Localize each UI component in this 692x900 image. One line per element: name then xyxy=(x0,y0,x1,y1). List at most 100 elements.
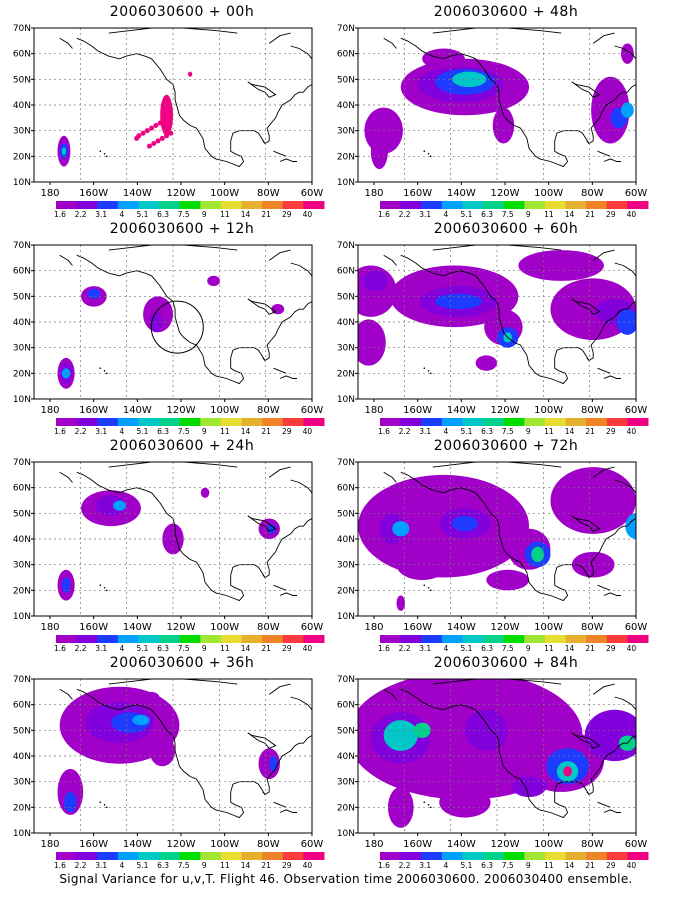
coastline xyxy=(247,515,277,532)
island xyxy=(105,589,108,592)
coastline xyxy=(383,471,397,483)
y-tick-label: 70N xyxy=(13,241,31,251)
flight-obs-point xyxy=(166,115,172,121)
y-tick-label: 10N xyxy=(13,395,31,405)
colorbar-swatch xyxy=(441,418,463,426)
colorbar-swatch xyxy=(200,852,222,860)
colorbar-swatch xyxy=(282,852,304,860)
y-tick-label: 20N xyxy=(13,369,31,379)
colorbar-label: 3.1 xyxy=(419,861,431,870)
x-tick-label: 100W xyxy=(210,405,239,416)
variance-contour xyxy=(358,319,386,366)
island xyxy=(103,369,106,372)
variance-contour xyxy=(57,768,84,816)
colorbar-swatch xyxy=(241,418,263,426)
colorbar-label: 21 xyxy=(585,427,595,436)
map-plot: 180 160W 140W 120W 100W 80W 60W 10N 20N 30N 40N 50N… xyxy=(337,24,649,219)
variance-contour xyxy=(396,595,406,611)
colorbar-swatch xyxy=(441,635,463,643)
colorbar-label: 7.5 xyxy=(178,861,190,870)
x-tick-label: 120W xyxy=(491,839,520,850)
variance-contour xyxy=(207,275,221,287)
colorbar-swatch xyxy=(303,201,325,209)
colorbar-label: 5.1 xyxy=(136,210,148,219)
colorbar-swatch xyxy=(421,201,443,209)
colorbar-label: 2.2 xyxy=(399,210,411,219)
coastline xyxy=(290,262,312,277)
y-tick-label: 40N xyxy=(13,101,31,111)
island xyxy=(427,152,430,155)
colorbar-swatch xyxy=(462,418,484,426)
y-tick-label: 50N xyxy=(337,509,355,519)
x-tick-label: 160W xyxy=(403,188,432,199)
variance-contour xyxy=(492,107,515,144)
y-tick-label: 30N xyxy=(337,344,355,354)
variance-contour xyxy=(621,43,634,64)
colorbar-swatch xyxy=(56,418,78,426)
y-tick-label: 70N xyxy=(337,675,355,685)
variance-contour xyxy=(113,500,126,511)
colorbar-label: 9 xyxy=(526,644,531,653)
variance-contour xyxy=(531,546,545,563)
colorbar-label: 5.1 xyxy=(136,644,148,653)
colorbar-swatch xyxy=(241,852,263,860)
colorbar-swatch xyxy=(565,201,587,209)
colorbar-swatch xyxy=(56,852,78,860)
colorbar-swatch xyxy=(220,201,243,209)
variance-contour xyxy=(392,521,410,537)
colorbar-label: 4 xyxy=(119,210,124,219)
variance-field xyxy=(57,679,312,819)
colorbar-swatch xyxy=(565,418,587,426)
coastline xyxy=(290,696,312,711)
colorbar-label: 11 xyxy=(220,644,230,653)
map-plot: 180 160W 140W 120W 100W 80W 60W 10N 20N 30N 40N 50N… xyxy=(13,24,325,219)
island xyxy=(103,803,106,806)
flight-obs-point xyxy=(151,141,157,146)
panel-84h: 2006030600 + 84h 180 160W 140W 120W 100W 80W 6… xyxy=(337,655,666,870)
y-tick-label: 50N xyxy=(13,509,31,519)
colorbar-swatch xyxy=(503,635,525,643)
x-tick-label: 120W xyxy=(167,622,196,633)
colorbar-label: 40 xyxy=(303,644,313,653)
colorbar-label: 6.3 xyxy=(157,210,169,219)
x-tick-label: 100W xyxy=(534,622,563,633)
colorbar-swatch xyxy=(262,418,284,426)
colorbar-label: 4 xyxy=(443,861,448,870)
colorbar-swatch xyxy=(303,852,325,860)
coastline xyxy=(571,298,601,315)
coastline xyxy=(108,28,238,34)
coastline xyxy=(268,32,291,44)
colorbar-swatch xyxy=(606,852,628,860)
colorbar-swatch xyxy=(483,201,505,209)
colorbar-swatch xyxy=(586,852,608,860)
coastline xyxy=(603,592,621,596)
colorbar-swatch xyxy=(586,635,608,643)
x-tick-label: 180 xyxy=(40,405,59,416)
colorbar-label: 40 xyxy=(627,427,637,436)
colorbar-label: 1.6 xyxy=(378,644,390,653)
coastline xyxy=(383,688,397,700)
colorbar-label: 7.5 xyxy=(502,861,514,870)
coastline xyxy=(592,683,615,695)
panel-60h: 2006030600 + 60h 180 160W 140W 120W 100W 80W 6… xyxy=(337,221,666,436)
y-tick-label: 70N xyxy=(337,24,355,34)
y-tick-label: 40N xyxy=(337,101,355,111)
y-tick-label: 10N xyxy=(13,612,31,622)
coastline xyxy=(76,254,312,385)
x-tick-label: 140W xyxy=(447,188,476,199)
x-tick-label: 120W xyxy=(167,188,196,199)
x-tick-label: 140W xyxy=(123,188,152,199)
colorbar-swatch xyxy=(159,635,181,643)
coastline xyxy=(279,592,297,596)
colorbar-label: 7.5 xyxy=(178,427,190,436)
colorbar-swatch xyxy=(544,635,567,643)
colorbar-swatch xyxy=(241,635,263,643)
colorbar-swatch xyxy=(503,852,525,860)
colorbar-swatch xyxy=(303,635,325,643)
colorbar-label: 29 xyxy=(606,210,616,219)
x-tick-label: 80W xyxy=(257,839,280,850)
coastline xyxy=(273,584,287,591)
map-plot: 180 160W 140W 120W 100W 80W 60W 10N 20N 30N 40N 50N… xyxy=(13,241,325,436)
x-tick-label: 180 xyxy=(40,839,59,850)
colorbar-swatch xyxy=(421,418,443,426)
